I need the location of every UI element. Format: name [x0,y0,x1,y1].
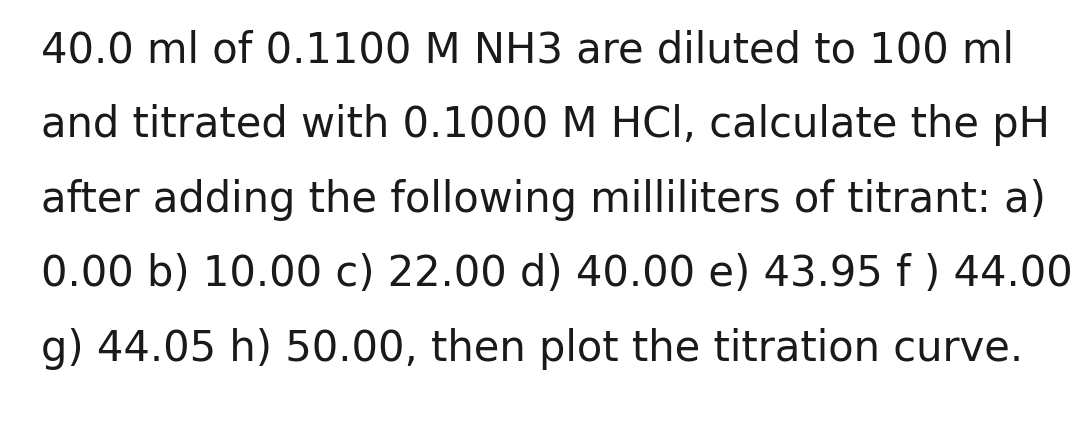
Text: and titrated with 0.1000 M HCl, calculate the pH: and titrated with 0.1000 M HCl, calculat… [41,104,1050,147]
Text: g) 44.05 h) 50.00, then plot the titration curve.: g) 44.05 h) 50.00, then plot the titrati… [41,328,1023,370]
Text: after adding the following milliliters of titrant: a): after adding the following milliliters o… [41,179,1045,221]
Text: 40.0 ml of 0.1100 M NH3 are diluted to 100 ml: 40.0 ml of 0.1100 M NH3 are diluted to 1… [41,30,1014,72]
Text: 0.00 b) 10.00 c) 22.00 d) 40.00 e) 43.95 f ) 44.00: 0.00 b) 10.00 c) 22.00 d) 40.00 e) 43.95… [41,253,1072,296]
